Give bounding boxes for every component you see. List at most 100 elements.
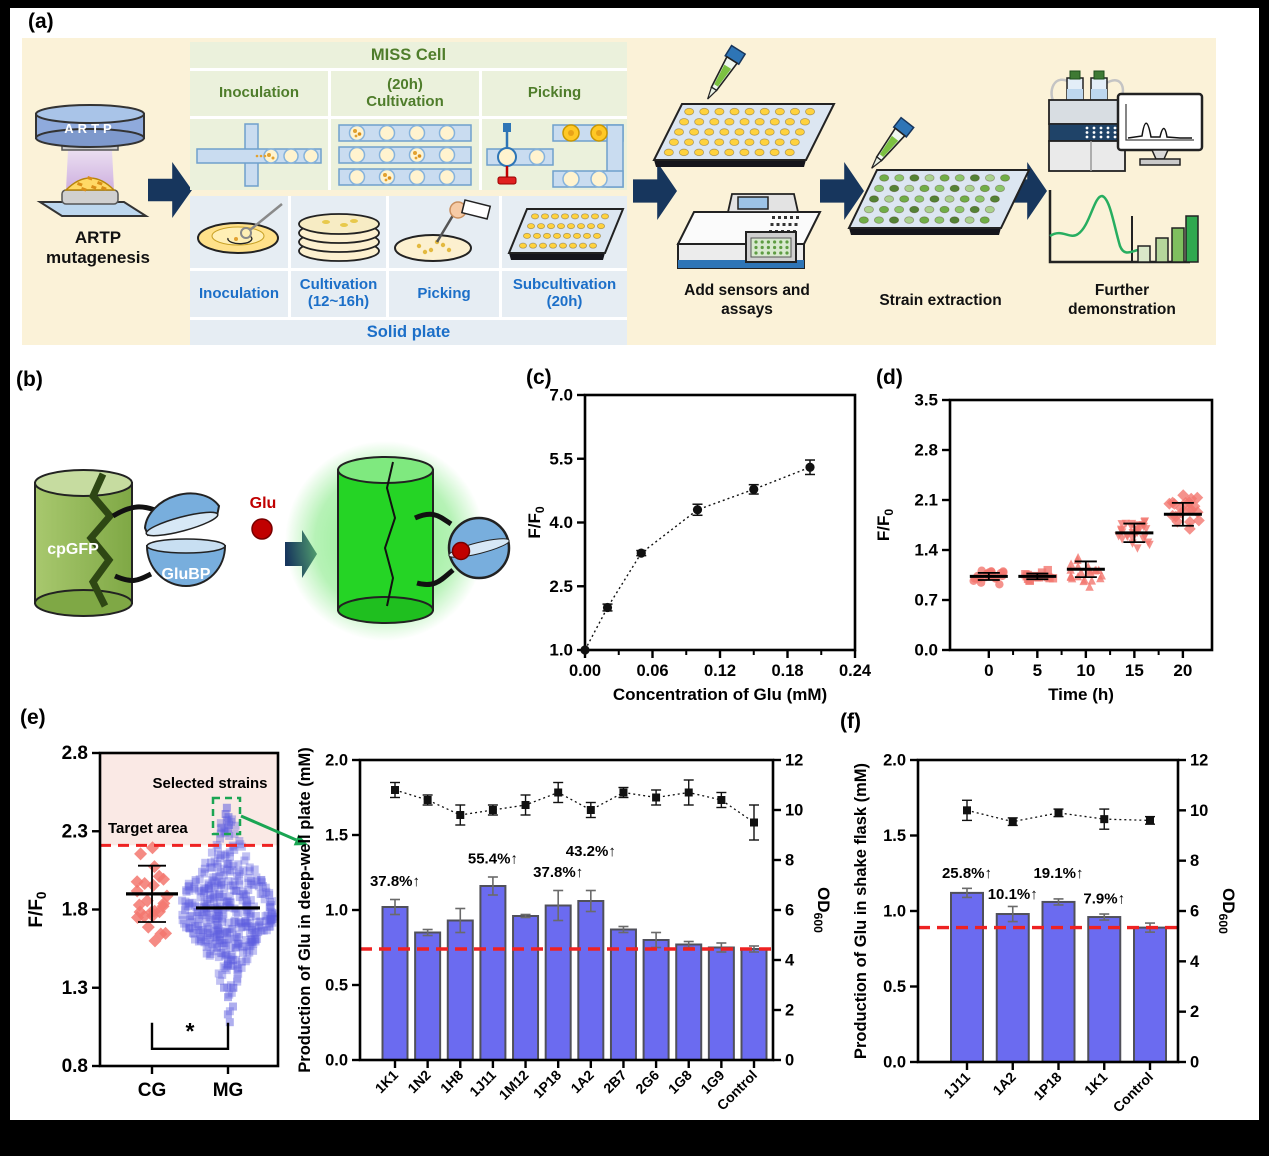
- svg-text:1P18: 1P18: [1030, 1069, 1065, 1104]
- svg-text:1.0: 1.0: [325, 902, 348, 920]
- svg-text:10: 10: [1190, 802, 1208, 820]
- svg-text:1K1: 1K1: [372, 1067, 402, 1097]
- svg-text:1A2: 1A2: [567, 1067, 597, 1097]
- chart-e-scatter: Selected strains Target area 0.8 1.3 1.8 2.3 2…: [26, 743, 308, 1101]
- svg-text:12: 12: [785, 752, 803, 770]
- svg-text:0: 0: [984, 661, 993, 680]
- miss-step-inoculation: Inoculation: [190, 71, 328, 116]
- monitor-icon: [1116, 92, 1204, 166]
- svg-text:12: 12: [1190, 752, 1208, 770]
- flow-arrow-icon: [633, 162, 677, 220]
- svg-text:2.8: 2.8: [62, 743, 88, 764]
- panel-b-label: (b): [16, 368, 43, 391]
- svg-text:0.5: 0.5: [325, 977, 348, 995]
- svg-text:2: 2: [1190, 1003, 1199, 1021]
- solid-step-inoculation: Inoculation: [190, 271, 288, 317]
- svg-text:Production of Glu in shake fla: Production of Glu in shake flask (mM): [852, 763, 870, 1059]
- panel-f-label: (f): [840, 710, 861, 733]
- svg-text:MG: MG: [213, 1080, 244, 1101]
- svg-text:6: 6: [785, 902, 794, 920]
- svg-text:4.0: 4.0: [549, 513, 573, 532]
- svg-text:0.24: 0.24: [839, 662, 872, 680]
- svg-text:8: 8: [1190, 852, 1199, 870]
- solid-plate-title: Solid plate: [190, 320, 627, 345]
- result-chart-icon: [1048, 190, 1199, 264]
- svg-text:Concentration of Glu (mM): Concentration of Glu (mM): [613, 685, 827, 704]
- solid-step-subcultivation: Subcultivation (20h): [502, 271, 627, 317]
- add-sensors-icon: [652, 44, 836, 167]
- svg-text:1N2: 1N2: [404, 1067, 434, 1097]
- flow-arrow-icon: [820, 162, 864, 220]
- miss-cell-grid: MISS Cell Inoculation (20h) Cultivation …: [190, 42, 627, 190]
- svg-text:10.1%↑: 10.1%↑: [988, 886, 1038, 903]
- add-sensors-caption: Add sensors and assays: [684, 282, 810, 318]
- further-demo-caption: Further demonstration: [1068, 282, 1176, 318]
- panel-a-label: (a): [28, 10, 54, 33]
- glu-label: Glu: [250, 495, 277, 512]
- chart-f: 25.8%↑ 10.1%↑ 19.1%↑7.9%↑ 0.0 0.5 1.0 1.5 2.0 0 2…: [852, 752, 1238, 1116]
- chart-c: 1.0 2.5 4.0 5.5 7.0 0.00 0.06 0.12 0.18 0.24 F/F0 C…: [525, 386, 872, 705]
- panel-d-label: (d): [876, 366, 903, 389]
- hplc-icon: [1048, 70, 1126, 172]
- svg-text:0.8: 0.8: [62, 1056, 88, 1077]
- svg-text:1.4: 1.4: [914, 541, 938, 560]
- svg-text:2G6: 2G6: [632, 1067, 662, 1097]
- svg-text:1M12: 1M12: [496, 1067, 532, 1103]
- chart-d: 0.0 0.7 1.4 2.1 2.8 3.5 0 5 10 15 20 F/F0 Time (h): [874, 391, 1214, 704]
- colony-picking-icon: [394, 199, 492, 262]
- svg-text:F/F0: F/F0: [26, 891, 49, 928]
- svg-text:2.1: 2.1: [914, 491, 938, 510]
- artp-device-icon: ARTP: [35, 104, 150, 217]
- svg-text:1P18: 1P18: [530, 1067, 565, 1102]
- svg-text:Production of Glu in deep-well: Production of Glu in deep-well plate (mM…: [296, 747, 314, 1072]
- svg-text:Selected strains: Selected strains: [152, 775, 267, 792]
- svg-text:1J11: 1J11: [940, 1069, 973, 1102]
- chip-inoculation-icon: [196, 122, 322, 187]
- svg-text:1.3: 1.3: [62, 978, 88, 999]
- strain-extraction-caption: Strain extraction: [879, 292, 1002, 309]
- biosensor-diagram: cpGFP GluBP Glu: [34, 441, 511, 641]
- svg-text:10: 10: [785, 802, 803, 820]
- chip-picking-icon: [485, 122, 624, 188]
- svg-text:10: 10: [1076, 661, 1095, 680]
- svg-text:2B7: 2B7: [600, 1067, 630, 1097]
- svg-text:1.0: 1.0: [549, 641, 573, 660]
- svg-text:CG: CG: [138, 1080, 167, 1101]
- petri-inoculation-icon: [197, 203, 283, 254]
- artp-device-text: ARTP: [64, 121, 115, 136]
- solid-plate-grid: Inoculation Cultivation (12~16h) Picking…: [190, 196, 627, 345]
- svg-text:1J11: 1J11: [466, 1067, 499, 1100]
- svg-text:0.0: 0.0: [325, 1052, 348, 1070]
- svg-text:4: 4: [785, 952, 795, 970]
- svg-text:2: 2: [785, 1002, 794, 1020]
- svg-text:43.2%↑: 43.2%↑: [566, 843, 616, 860]
- svg-text:8: 8: [785, 852, 794, 870]
- svg-text:37.8%↑: 37.8%↑: [370, 873, 420, 890]
- svg-text:2.0: 2.0: [325, 752, 348, 770]
- plate-reader-icon: [676, 193, 822, 269]
- svg-text:1H8: 1H8: [437, 1067, 467, 1097]
- svg-text:0: 0: [785, 1052, 794, 1070]
- svg-text:2.5: 2.5: [549, 577, 573, 596]
- artp-caption: ARTP mutagenesis: [46, 228, 150, 268]
- svg-text:Time (h): Time (h): [1048, 685, 1114, 704]
- svg-text:5.5: 5.5: [549, 449, 573, 468]
- svg-text:0.18: 0.18: [771, 662, 803, 680]
- svg-text:1.5: 1.5: [883, 827, 906, 845]
- svg-text:Target area: Target area: [108, 820, 188, 837]
- panel-e-label: (e): [20, 706, 46, 729]
- svg-text:2.3: 2.3: [62, 821, 88, 842]
- svg-text:F/F0: F/F0: [525, 506, 547, 539]
- svg-text:7.0: 7.0: [549, 386, 573, 405]
- svg-text:0.5: 0.5: [883, 978, 906, 996]
- svg-text:15: 15: [1125, 661, 1144, 680]
- svg-text:3.5: 3.5: [914, 391, 938, 410]
- svg-text:19.1%↑: 19.1%↑: [1033, 865, 1083, 882]
- svg-text:0.7: 0.7: [914, 591, 938, 610]
- svg-text:0.0: 0.0: [914, 641, 938, 660]
- svg-text:*: *: [186, 1018, 195, 1044]
- glubp-label: GluBP: [162, 566, 211, 583]
- svg-text:1A2: 1A2: [989, 1069, 1019, 1099]
- svg-text:Control: Control: [1110, 1069, 1157, 1116]
- svg-text:1.5: 1.5: [325, 827, 348, 845]
